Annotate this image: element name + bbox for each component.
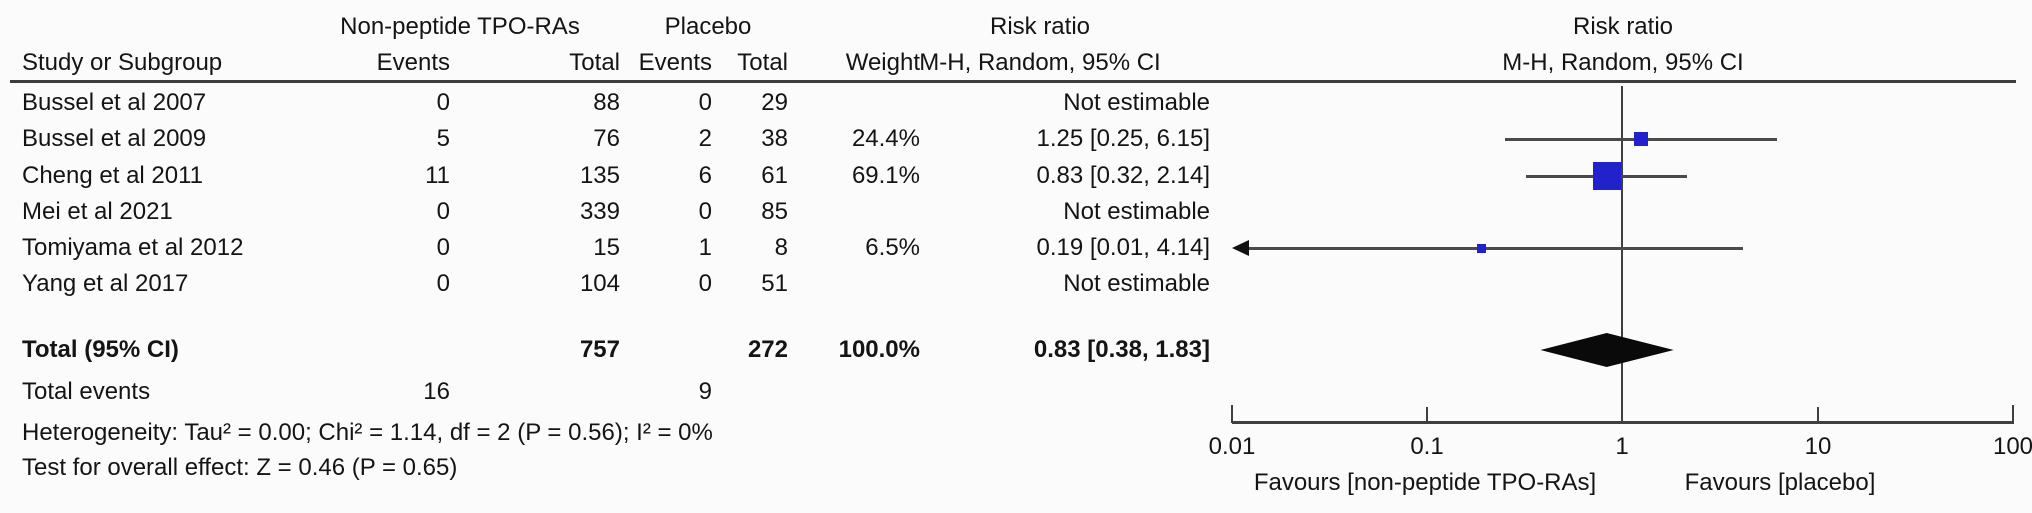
axis-tick — [1426, 407, 1428, 423]
study-name: Mei et al 2021 — [22, 198, 173, 225]
risk-ratio-value: Not estimable — [1063, 198, 1210, 225]
null-effect-line — [1621, 86, 1623, 422]
axis-tick — [2012, 405, 2014, 423]
risk-ratio-value: 0.19 [0.01, 4.14] — [1036, 234, 1210, 261]
total-label: Total (95% CI) — [22, 336, 179, 363]
tpo-total: 15 — [593, 234, 620, 261]
placebo-events: 2 — [698, 125, 712, 152]
risk-ratio-value: 0.83 [0.32, 2.14] — [1036, 162, 1210, 189]
total2-col-header: Total — [737, 49, 788, 76]
method-text-header: M-H, Random, 95% CI — [919, 49, 1161, 76]
risk-ratio-value: Not estimable — [1063, 270, 1210, 297]
tpo-events: 0 — [436, 89, 450, 116]
placebo-events: 1 — [698, 234, 712, 261]
placebo-events: 0 — [698, 270, 712, 297]
group2-header: Placebo — [664, 13, 752, 40]
placebo-events: 6 — [698, 162, 712, 189]
study-name: Tomiyama et al 2012 — [22, 234, 244, 261]
risk-ratio-value: 1.25 [0.25, 6.15] — [1036, 125, 1210, 152]
study-weight-square — [1477, 244, 1486, 253]
group1-header: Non-peptide TPO-RAs — [340, 13, 580, 40]
weight-value: 6.5% — [865, 234, 920, 261]
tpo-total: 135 — [579, 162, 620, 189]
placebo-total: 38 — [761, 125, 788, 152]
total-events-label: Total events — [22, 378, 151, 405]
axis-tick-label: 1 — [1615, 433, 1629, 460]
axis-tick-label: 0.01 — [1208, 433, 1256, 460]
study-name: Yang et al 2017 — [22, 270, 189, 297]
tpo-events: 11 — [425, 162, 450, 189]
weight-col-header: Weight — [845, 49, 920, 76]
placebo-total: 8 — [774, 234, 788, 261]
axis-tick-label: 0.1 — [1410, 433, 1444, 460]
total-events-placebo: 9 — [698, 378, 712, 405]
tpo-events: 5 — [436, 125, 450, 152]
weight-value: 24.4% — [851, 125, 920, 152]
axis-tick-label: 10 — [1804, 433, 1832, 460]
total-risk-ratio: 0.83 [0.38, 1.83] — [1033, 336, 1210, 363]
study-name: Bussel et al 2007 — [22, 89, 207, 116]
events1-col-header: Events — [376, 49, 450, 76]
overall-effect-test: Test for overall effect: Z = 0.46 (P = 0… — [22, 454, 458, 481]
study-name: Bussel et al 2009 — [22, 125, 207, 152]
axis-tick-label: 100 — [1992, 433, 2032, 460]
tpo-total: 76 — [593, 125, 620, 152]
favours-left-label: Favours [non-peptide TPO-RAs] — [1253, 469, 1597, 496]
confidence-interval-line — [1244, 247, 1743, 250]
ci-arrow-left — [1232, 240, 1249, 256]
tpo-total: 88 — [593, 89, 620, 116]
total-tpo-n: 757 — [579, 336, 620, 363]
placebo-events: 0 — [698, 89, 712, 116]
favours-right-label: Favours [placebo] — [1684, 469, 1876, 496]
placebo-total: 29 — [761, 89, 788, 116]
x-axis — [1232, 421, 2014, 424]
study-name: Cheng et al 2011 — [22, 162, 204, 189]
header-divider — [10, 80, 2016, 83]
total-events-tpo: 16 — [423, 378, 450, 405]
risk-ratio-value: Not estimable — [1063, 89, 1210, 116]
axis-tick — [1231, 405, 1233, 423]
weight-value: 69.1% — [851, 162, 920, 189]
method-plot-header: M-H, Random, 95% CI — [1502, 49, 1744, 76]
heterogeneity-stats: Heterogeneity: Tau² = 0.00; Chi² = 1.14,… — [22, 419, 713, 446]
events2-col-header: Events — [638, 49, 712, 76]
axis-tick — [1621, 407, 1623, 423]
tpo-total: 339 — [579, 198, 620, 225]
placebo-events: 0 — [698, 198, 712, 225]
placebo-total: 61 — [761, 162, 788, 189]
risk-ratio-plot-header: Risk ratio — [1572, 13, 1674, 40]
tpo-events: 0 — [436, 198, 450, 225]
total-weight: 100.0% — [838, 336, 920, 363]
tpo-events: 0 — [436, 234, 450, 261]
total-placebo-n: 272 — [747, 336, 788, 363]
placebo-total: 51 — [761, 270, 788, 297]
placebo-total: 85 — [761, 198, 788, 225]
tpo-events: 0 — [436, 270, 450, 297]
study-col-header: Study or Subgroup — [22, 49, 223, 76]
tpo-total: 104 — [579, 270, 620, 297]
study-weight-square — [1593, 162, 1621, 190]
study-weight-square — [1634, 132, 1648, 146]
risk-ratio-text-header: Risk ratio — [989, 13, 1091, 40]
axis-tick — [1817, 407, 1819, 423]
total1-col-header: Total — [569, 49, 620, 76]
